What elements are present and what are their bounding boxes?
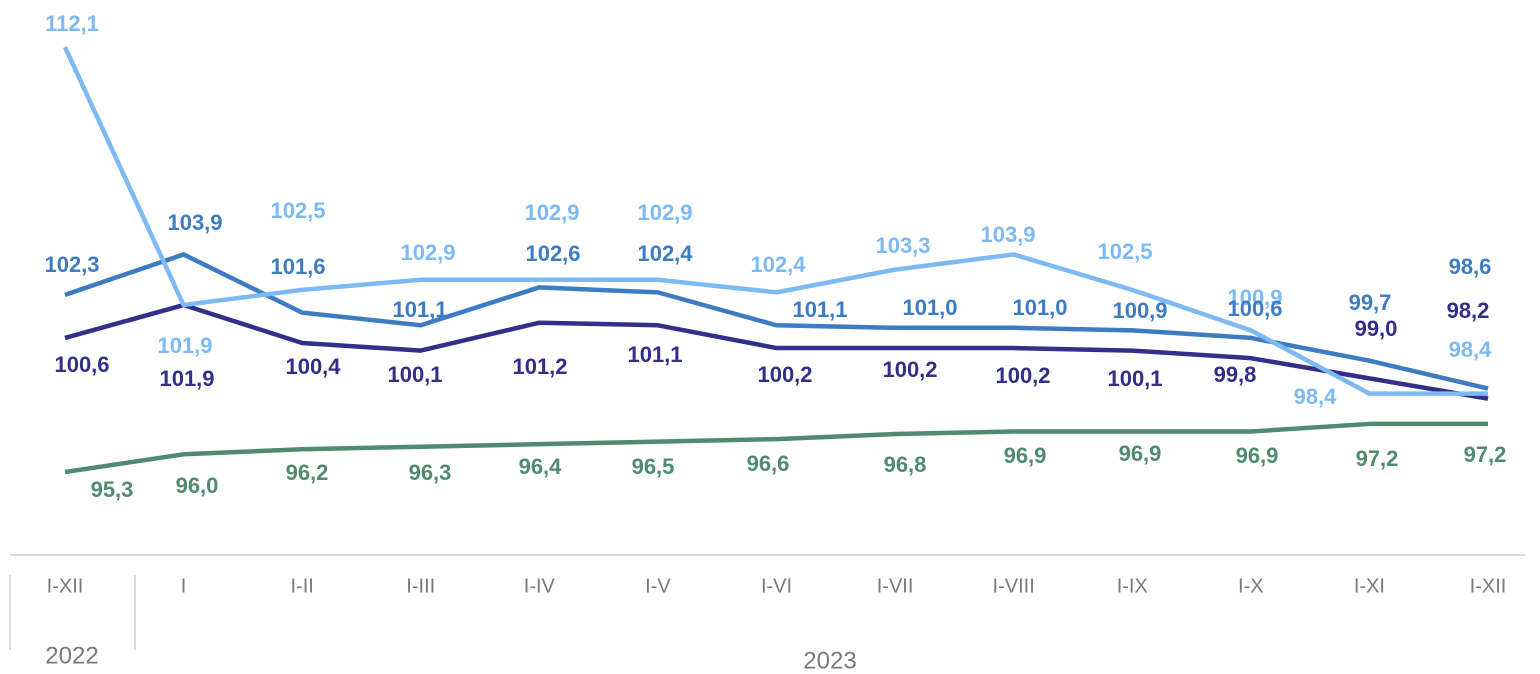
data-label: 96,2 — [286, 460, 329, 485]
x-tick-label: I-VIII — [993, 575, 1035, 597]
data-label: 100,2 — [995, 363, 1050, 388]
data-label: 101,2 — [512, 354, 567, 379]
series-line — [64, 421, 1488, 475]
data-label: 100,1 — [387, 362, 442, 387]
data-label: 102,3 — [44, 252, 99, 277]
data-label: 96,4 — [519, 454, 563, 479]
data-label: 95,3 — [91, 477, 134, 502]
data-label: 100,9 — [1112, 298, 1167, 323]
data-label: 102,6 — [525, 241, 580, 266]
data-label: 101,0 — [1012, 295, 1067, 320]
data-label: 101,6 — [270, 254, 325, 279]
data-label: 102,9 — [637, 200, 692, 225]
data-label: 100,2 — [757, 362, 812, 387]
data-label: 101,9 — [159, 366, 214, 391]
data-label: 96,9 — [1119, 441, 1162, 466]
x-tick-label: I-XI — [1354, 575, 1385, 597]
data-label: 99,8 — [1214, 362, 1257, 387]
data-label: 102,4 — [637, 241, 693, 266]
x-tick-label: I-V — [645, 575, 671, 597]
x-tick-label: I — [181, 575, 187, 597]
series-line — [64, 252, 1489, 391]
data-label: 100,6 — [1227, 296, 1282, 321]
series-line — [64, 302, 1489, 401]
data-label: 96,5 — [632, 454, 675, 479]
x-tick-label: I-VI — [761, 575, 792, 597]
x-tick-label: I-II — [290, 575, 313, 597]
data-label: 96,3 — [409, 460, 452, 485]
x-tick-label: I-IX — [1117, 575, 1148, 597]
data-label: 100,6 — [54, 352, 109, 377]
x-tick-label: I-X — [1238, 575, 1264, 597]
group-label: 2022 — [45, 642, 98, 669]
data-label: 99,0 — [1355, 316, 1398, 341]
data-label: 98,2 — [1447, 298, 1490, 323]
data-label: 97,2 — [1464, 442, 1507, 467]
data-label: 102,5 — [1097, 239, 1152, 264]
x-tick-label: I-III — [406, 575, 435, 597]
data-label: 103,9 — [980, 222, 1035, 247]
data-label: 102,9 — [524, 200, 579, 225]
data-label: 101,0 — [902, 295, 957, 320]
data-label: 97,2 — [1356, 446, 1399, 471]
data-label: 103,9 — [167, 210, 222, 235]
data-label: 100,1 — [1107, 366, 1162, 391]
x-tick-label: I-XII — [47, 575, 84, 597]
data-label: 102,4 — [750, 252, 806, 277]
series-line — [62, 46, 1488, 396]
data-label: 98,6 — [1449, 254, 1492, 279]
data-label: 102,9 — [400, 240, 455, 265]
data-label: 112,1 — [45, 11, 99, 36]
data-label: 100,4 — [285, 354, 341, 379]
data-label: 100,2 — [882, 357, 937, 382]
data-label: 103,3 — [875, 233, 930, 258]
data-label: 101,9 — [157, 333, 212, 358]
data-label: 102,5 — [270, 198, 325, 223]
data-label: 96,9 — [1004, 443, 1047, 468]
data-label: 100,9 — [1227, 285, 1282, 310]
x-tick-label: I-VII — [877, 575, 914, 597]
data-label: 101,1 — [627, 342, 682, 367]
data-label: 98,4 — [1449, 337, 1493, 362]
group-label: 2023 — [803, 647, 856, 674]
data-label: 101,1 — [792, 297, 847, 322]
data-label: 99,7 — [1349, 290, 1392, 315]
x-tick-label: I-IV — [524, 575, 556, 597]
x-tick-label: I-XII — [1470, 575, 1507, 597]
data-label: 96,9 — [1236, 443, 1279, 468]
data-label: 96,0 — [176, 473, 219, 498]
data-label: 96,8 — [884, 452, 927, 477]
data-label: 98,4 — [1294, 384, 1338, 409]
data-label: 96,6 — [747, 451, 790, 476]
data-label: 101,1 — [392, 297, 447, 322]
